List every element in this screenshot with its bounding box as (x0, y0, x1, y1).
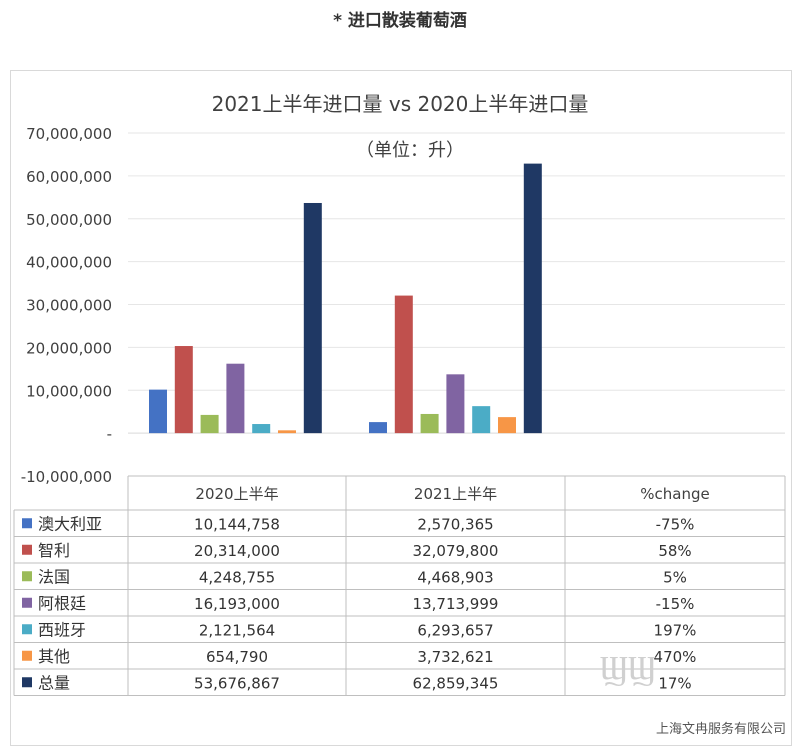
table-cell: 5% (663, 568, 687, 586)
table-cell: 4,468,903 (417, 568, 493, 586)
table-cell: 13,713,999 (413, 595, 499, 613)
bar-6-2 (498, 417, 516, 434)
legend-key (22, 597, 32, 608)
series-name: 法国 (38, 567, 70, 586)
series-name: 西班牙 (38, 620, 86, 639)
y-tick-label: -10,000,000 (21, 468, 112, 486)
series-name: 澳大利亚 (38, 514, 102, 533)
legend-key (22, 677, 32, 688)
legend-key (22, 650, 32, 661)
series-name: 阿根廷 (38, 594, 86, 613)
bar-1-1 (149, 389, 167, 434)
table-cell: 20,314,000 (194, 542, 280, 560)
bar-5-1 (252, 424, 271, 434)
table-cell: 197% (654, 621, 697, 639)
bar-5-2 (472, 406, 491, 434)
bar-4-2 (446, 374, 465, 434)
y-tick-label: 70,000,000 (26, 125, 112, 143)
y-tick-label: 60,000,000 (26, 168, 112, 186)
chart-title: 2021上半年进口量 vs 2020上半年进口量 (211, 92, 589, 116)
page-heading: * 进口散装葡萄酒 (333, 11, 467, 31)
table-cell: -75% (656, 515, 695, 533)
series-name: 智利 (38, 541, 70, 560)
y-tick-label: 20,000,000 (26, 339, 112, 357)
bar-6-1 (278, 430, 296, 434)
table-cell: 2,121,564 (199, 621, 275, 639)
legend-key (22, 518, 32, 529)
y-tick-label: 10,000,000 (26, 382, 112, 400)
series-name: 其他 (38, 647, 70, 666)
table-cell: 10,144,758 (194, 515, 280, 533)
table-cell: 4,248,755 (199, 568, 275, 586)
table-cell: 654,790 (206, 648, 268, 666)
table-cell: 3,732,621 (417, 648, 493, 666)
y-tick-label: 40,000,000 (26, 254, 112, 272)
table-cell: 58% (658, 542, 691, 560)
bar-3-1 (200, 414, 219, 434)
bar-2-1 (174, 346, 193, 434)
table-cell: 470% (654, 648, 697, 666)
legend-key (22, 624, 32, 635)
bar-1-2 (369, 422, 387, 434)
table-header: %change (640, 485, 709, 503)
table-cell: 62,859,345 (413, 674, 499, 692)
legend-key (22, 571, 32, 582)
bar-3-2 (420, 413, 439, 434)
table-cell: 6,293,657 (417, 621, 493, 639)
table-cell: 17% (658, 674, 691, 692)
table-header: 2020上半年 (195, 485, 278, 503)
y-tick-label: 30,000,000 (26, 297, 112, 315)
y-tick-label: - (107, 425, 112, 443)
watermark-logo: ϢϢ (600, 648, 657, 688)
bar-7-1 (303, 202, 322, 434)
table-cell: -15% (656, 595, 695, 613)
table-cell: 32,079,800 (413, 542, 499, 560)
bar-2-2 (394, 295, 413, 434)
series-name: 总量 (38, 673, 70, 692)
legend-key (22, 544, 32, 555)
table-cell: 16,193,000 (194, 595, 280, 613)
watermark-text: 上海文冉服务有限公司 (655, 722, 786, 737)
bar-7-2 (523, 163, 542, 434)
table-cell: 53,676,867 (194, 674, 280, 692)
chart-subtitle: （单位：升） (356, 140, 464, 161)
table-header: 2021上半年 (414, 485, 497, 503)
y-tick-label: 50,000,000 (26, 211, 112, 229)
bar-4-1 (226, 363, 245, 434)
table-cell: 2,570,365 (417, 515, 493, 533)
